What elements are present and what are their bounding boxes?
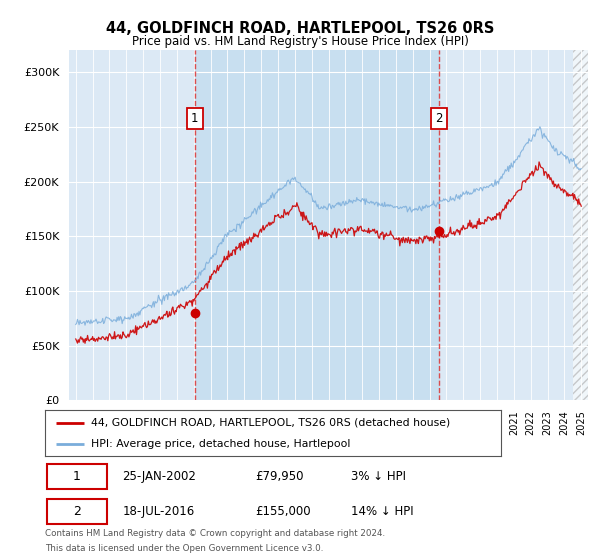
Text: 3% ↓ HPI: 3% ↓ HPI	[350, 470, 406, 483]
Text: HPI: Average price, detached house, Hartlepool: HPI: Average price, detached house, Hart…	[91, 439, 350, 449]
Text: 18-JUL-2016: 18-JUL-2016	[122, 505, 195, 518]
Text: 25-JAN-2002: 25-JAN-2002	[122, 470, 196, 483]
Text: 2: 2	[73, 505, 81, 518]
Text: £155,000: £155,000	[255, 505, 310, 518]
FancyBboxPatch shape	[47, 499, 107, 524]
FancyBboxPatch shape	[47, 464, 107, 489]
Bar	[195, 50, 439, 400]
Text: This data is licensed under the Open Government Licence v3.0.: This data is licensed under the Open Gov…	[45, 544, 323, 553]
Text: 44, GOLDFINCH ROAD, HARTLEPOOL, TS26 0RS (detached house): 44, GOLDFINCH ROAD, HARTLEPOOL, TS26 0RS…	[91, 418, 450, 428]
Text: 44, GOLDFINCH ROAD, HARTLEPOOL, TS26 0RS: 44, GOLDFINCH ROAD, HARTLEPOOL, TS26 0RS	[106, 21, 494, 36]
Text: 2: 2	[435, 111, 443, 125]
Text: Price paid vs. HM Land Registry's House Price Index (HPI): Price paid vs. HM Land Registry's House …	[131, 35, 469, 48]
Text: £79,950: £79,950	[255, 470, 303, 483]
Text: 1: 1	[73, 470, 81, 483]
Text: 1: 1	[191, 111, 199, 125]
Bar	[573, 50, 590, 400]
Text: 14% ↓ HPI: 14% ↓ HPI	[350, 505, 413, 518]
Text: Contains HM Land Registry data © Crown copyright and database right 2024.: Contains HM Land Registry data © Crown c…	[45, 529, 385, 538]
